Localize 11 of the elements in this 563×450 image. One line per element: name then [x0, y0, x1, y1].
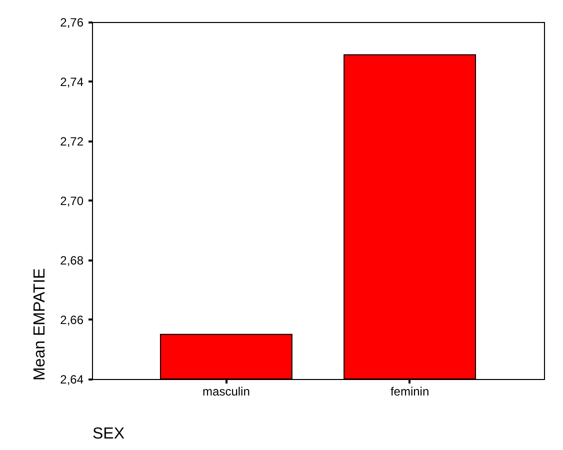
y-tick-label: 2,68: [60, 254, 84, 268]
x-axis-title: SEX: [92, 426, 125, 442]
y-tick-label: 2,66: [60, 313, 84, 327]
y-tick-label: 2,64: [60, 372, 84, 386]
x-tick-label: feminin: [390, 384, 430, 398]
y-tick-label: 2,74: [60, 75, 84, 89]
y-tick-label: 2,72: [60, 134, 84, 148]
x-tick-label: masculin: [202, 384, 250, 398]
y-tick-label: 2,76: [60, 16, 84, 30]
y-axis-title: Mean EMPATIE: [32, 268, 48, 380]
y-tick-label: 2,70: [60, 194, 84, 208]
